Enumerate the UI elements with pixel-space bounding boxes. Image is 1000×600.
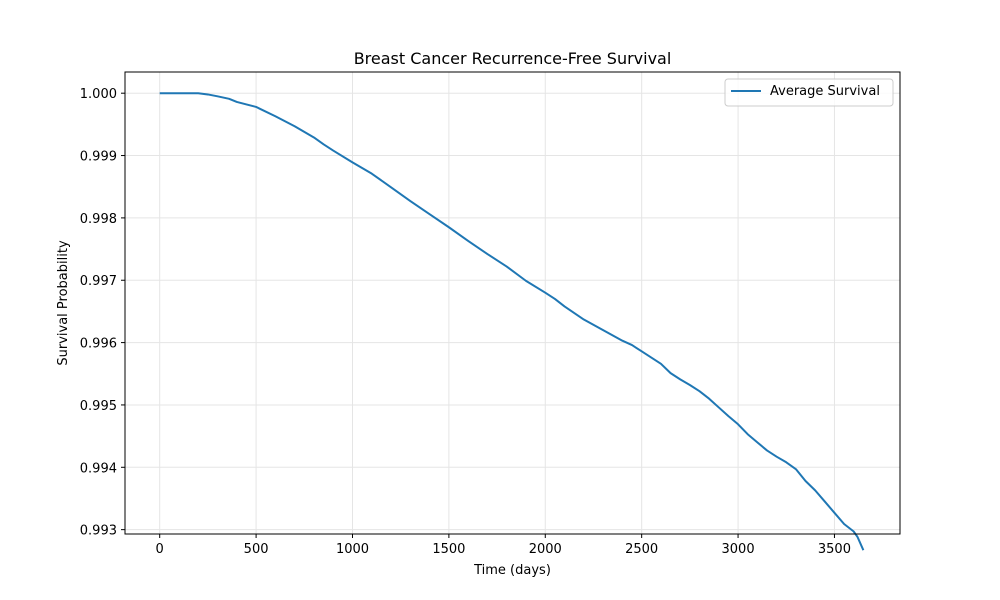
legend: Average Survival — [724, 78, 894, 107]
y-axis-ticks: 0.993 0.994 0.995 0.996 0.997 0.998 0.999 1.000 — [80, 87, 125, 539]
y-tick-label: 0.996 — [80, 337, 117, 352]
x-tick-label: 2000 — [529, 542, 562, 557]
x-tick-label: 1500 — [432, 542, 465, 557]
y-tick-label: 0.999 — [80, 150, 117, 165]
x-tick-label: 500 — [244, 542, 269, 557]
y-tick-label: 0.995 — [80, 399, 117, 414]
x-tick-label: 2500 — [625, 542, 658, 557]
x-tick-label: 3000 — [722, 542, 755, 557]
grid-lines — [125, 72, 900, 534]
plot-area-frame — [124, 71, 901, 535]
x-axis-label: Time (days) — [473, 563, 551, 578]
chart-title: Breast Cancer Recurrence-Free Survival — [354, 49, 672, 68]
y-tick-label: 0.998 — [80, 212, 117, 227]
y-axis-label: Survival Probability — [56, 240, 71, 366]
x-axis-ticks: 0 500 1000 1500 2000 2500 3000 3500 — [156, 534, 851, 557]
x-tick-label: 3500 — [818, 542, 851, 557]
y-tick-label: 0.997 — [80, 274, 117, 289]
x-tick-label: 1000 — [336, 542, 369, 557]
series-layer — [159, 92, 865, 551]
y-tick-label: 0.994 — [80, 461, 117, 476]
legend-label-average-survival: Average Survival — [770, 84, 880, 99]
y-tick-label: 0.993 — [80, 524, 117, 539]
x-tick-label: 0 — [156, 542, 164, 557]
series-line-average-survival — [159, 92, 865, 551]
legend-frame — [724, 78, 894, 107]
y-tick-label: 1.000 — [80, 87, 117, 102]
